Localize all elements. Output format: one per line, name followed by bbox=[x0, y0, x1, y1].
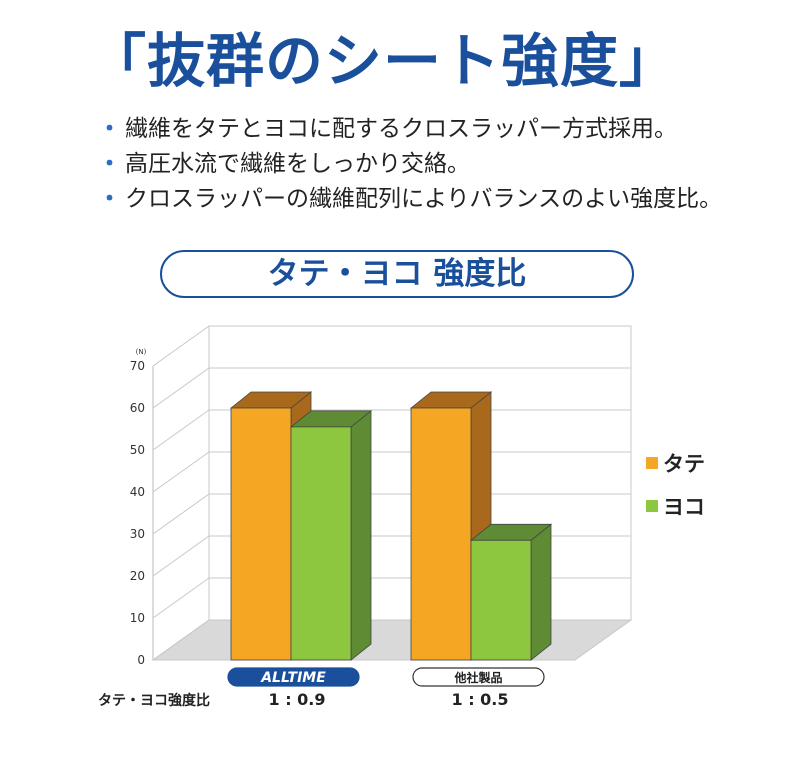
x-tick-label: 他社製品 bbox=[453, 670, 502, 685]
bar-tate bbox=[410, 407, 472, 661]
y-tick-label: 30 bbox=[130, 527, 145, 541]
y-tick-label: 70 bbox=[130, 359, 145, 373]
ratio-value-other: 1 : 0.5 bbox=[451, 690, 509, 709]
legend-label-yoko: ヨコ bbox=[663, 495, 705, 519]
bar-side-yoko bbox=[350, 410, 372, 661]
y-tick-label: 60 bbox=[130, 401, 145, 415]
legend-item-tate: タテ bbox=[646, 448, 705, 478]
feature-text: 高圧水流で繊維をしっかり交絡。 bbox=[125, 151, 470, 177]
gridline-diag bbox=[152, 325, 210, 367]
bullet-mark: ・ bbox=[98, 151, 121, 177]
page-title: 「抜群のシート強度」 bbox=[88, 27, 679, 95]
legend-item-yoko: ヨコ bbox=[646, 491, 705, 521]
gridline-diag bbox=[152, 409, 210, 451]
gridline-diag bbox=[152, 451, 210, 493]
x-tick-label: ALLTIME bbox=[260, 670, 326, 686]
feature-item: ・クロスラッパーの繊維配列によりバランスのよい強度比。 bbox=[98, 182, 722, 217]
chart-title: タテ・ヨコ 強度比 bbox=[160, 250, 634, 298]
y-tick-label: 10 bbox=[130, 611, 145, 625]
feature-item: ・高圧水流で繊維をしっかり交絡。 bbox=[98, 147, 722, 182]
feature-list: ・繊維をタテとヨコに配するクロスラッパー方式採用。 ・高圧水流で繊維をしっかり交… bbox=[98, 112, 722, 217]
category-badge bbox=[227, 667, 360, 687]
gridline-diag bbox=[152, 535, 210, 577]
legend-swatch-yoko bbox=[646, 500, 658, 512]
bar-yoko bbox=[290, 426, 352, 661]
y-tick-label: 20 bbox=[130, 569, 145, 583]
bullet-mark: ・ bbox=[98, 186, 121, 212]
ratio-label: タテ・ヨコ強度比 bbox=[98, 693, 210, 709]
y-tick-label: 40 bbox=[130, 485, 145, 499]
y-tick-label: 0 bbox=[137, 653, 145, 667]
gridline-diag bbox=[152, 577, 210, 619]
legend-label-tate: タテ bbox=[663, 452, 705, 476]
chart-floor bbox=[151, 619, 633, 661]
bar-side-yoko bbox=[530, 523, 552, 661]
ratio-value-alltime: 1 : 0.9 bbox=[268, 690, 326, 709]
gridline-diag bbox=[152, 619, 210, 661]
legend-swatch-tate bbox=[646, 457, 658, 469]
gridline-diag bbox=[152, 493, 210, 535]
y-tick-label: 50 bbox=[130, 443, 145, 457]
feature-item: ・繊維をタテとヨコに配するクロスラッパー方式採用。 bbox=[98, 112, 722, 147]
bar-tate bbox=[230, 407, 292, 661]
feature-text: クロスラッパーの繊維配列によりバランスのよい強度比。 bbox=[125, 186, 723, 212]
y-axis-unit: (N) bbox=[136, 348, 147, 356]
bar-yoko bbox=[470, 539, 532, 661]
gridline-diag bbox=[152, 367, 210, 409]
category-badge bbox=[412, 667, 545, 687]
bullet-mark: ・ bbox=[98, 116, 121, 142]
feature-text: 繊維をタテとヨコに配するクロスラッパー方式採用。 bbox=[125, 116, 677, 142]
